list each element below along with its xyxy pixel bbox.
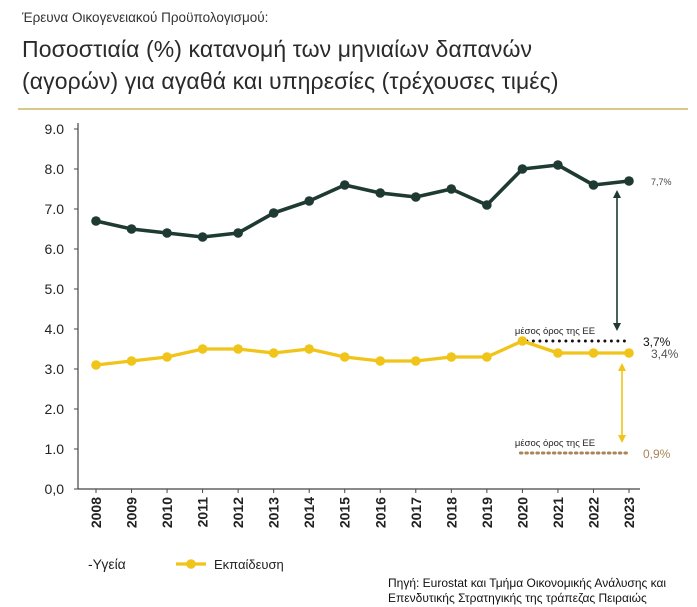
title-divider: [18, 108, 688, 110]
eu-average-value-label: 0,9%: [643, 447, 671, 461]
data-point: [268, 348, 279, 358]
data-point: [411, 356, 421, 366]
data-point: [162, 352, 172, 362]
data-point: [375, 188, 386, 198]
y-tick-label: 7.0: [45, 201, 65, 217]
data-point: [517, 336, 528, 346]
legend-label-education: Εκπαίδευση: [214, 557, 284, 572]
y-tick-label: 4.0: [45, 321, 65, 337]
y-tick-label: 9.0: [45, 121, 65, 137]
series-line-education: [95, 339, 629, 367]
chart-annotations: 7,7% 3,4%: [613, 177, 679, 443]
data-point: [411, 192, 421, 202]
data-point: [588, 180, 599, 190]
data-point: [553, 348, 563, 358]
x-tick-label: 2021: [550, 497, 566, 528]
gap-arrow-head: [613, 323, 621, 331]
data-point: [162, 228, 172, 238]
x-tick-label: 2023: [621, 497, 637, 528]
data-point: [304, 196, 315, 206]
eu-average-label: μέσος όρος της ΕΕ: [515, 326, 595, 337]
chart-title-line-2: (αγορών) για αγαθά και υπηρεσίες (τρέχου…: [22, 68, 559, 94]
source-line-1: Πηγή: Eurostat και Τμήμα Οικονομικής Ανά…: [388, 576, 667, 590]
source-line-2: Επενδυτικής Στρατηγικής της τράπεζας Πει…: [388, 591, 647, 605]
data-point: [233, 344, 243, 354]
x-tick-label: 2017: [408, 497, 424, 528]
eu-average-lines: μέσος όρος της ΕΕ 3,7% μέσος όρος της ΕΕ 0,…: [515, 326, 671, 461]
data-point: [482, 200, 492, 210]
data-point: [446, 184, 457, 194]
data-point: [588, 348, 599, 358]
data-point: [233, 228, 243, 238]
eu-average-label: μέσος όρος της ΕΕ: [515, 438, 595, 449]
data-point: [91, 216, 101, 226]
series-end-label: 7,7%: [651, 177, 672, 187]
data-point: [517, 164, 528, 174]
chart-series: [91, 160, 634, 370]
data-point: [375, 356, 386, 366]
data-point: [339, 180, 350, 190]
data-point: [197, 344, 208, 354]
chart-axes: 0,0 1.0 2.0 3.0 4.0 5.0 6.0 7.0 8.0 9.0 2008 2009 20…: [45, 121, 640, 528]
data-point: [339, 352, 350, 362]
chart-legend: -Υγεία Εκπαίδευση: [88, 556, 284, 572]
data-point: [624, 176, 634, 186]
data-point: [446, 352, 457, 362]
x-tick-label: 2018: [443, 497, 459, 528]
gap-arrow-head: [618, 363, 626, 371]
data-point: [126, 356, 137, 366]
x-tick-label: 2010: [159, 497, 175, 528]
legend-label-health: -Υγεία: [88, 556, 126, 572]
data-point: [553, 160, 563, 170]
y-tick-label: 6.0: [45, 241, 65, 257]
data-point: [304, 344, 315, 354]
x-tick-label: 2016: [372, 497, 388, 528]
chart-title-line-1: Ποσοστιαία (%) κατανομή των μηνιαίων δαπ…: [22, 36, 533, 62]
data-point: [268, 208, 279, 218]
series-end-label: 3,4%: [651, 347, 679, 361]
gap-arrow-head: [613, 190, 621, 198]
data-point: [482, 352, 492, 362]
x-tick-label: 2020: [514, 497, 530, 528]
x-tick-label: 2011: [195, 497, 211, 528]
x-tick-label: 2008: [88, 497, 104, 528]
x-tick-label: 2019: [479, 497, 495, 528]
eu-average-value-label: 3,7%: [643, 335, 671, 349]
y-tick-label: 8.0: [45, 161, 65, 177]
data-point: [197, 232, 208, 242]
x-tick-label: 2014: [301, 497, 317, 528]
y-tick-label: 1.0: [45, 441, 65, 457]
series-line-health: [95, 163, 630, 239]
x-tick-label: 2022: [585, 497, 601, 528]
y-tick-label: 2.0: [45, 401, 65, 417]
gap-arrow-head: [618, 435, 626, 443]
data-point: [126, 224, 137, 234]
x-tick-label: 2009: [124, 497, 140, 528]
supertitle: Έρευνα Οικογενειακού Προϋπολογισμού:: [22, 10, 269, 25]
y-tick-label: 5.0: [45, 281, 65, 297]
legend-swatch-marker-education: [186, 559, 196, 569]
y-tick-label: 0,0: [45, 481, 65, 497]
y-tick-label: 3.0: [45, 361, 65, 377]
x-tick-label: 2015: [337, 497, 353, 528]
data-point: [91, 360, 101, 370]
x-tick-label: 2013: [266, 497, 282, 528]
source-note: Πηγή: Eurostat και Τμήμα Οικονομικής Ανά…: [388, 576, 666, 606]
data-point: [624, 348, 634, 358]
x-tick-label: 2012: [230, 497, 246, 528]
